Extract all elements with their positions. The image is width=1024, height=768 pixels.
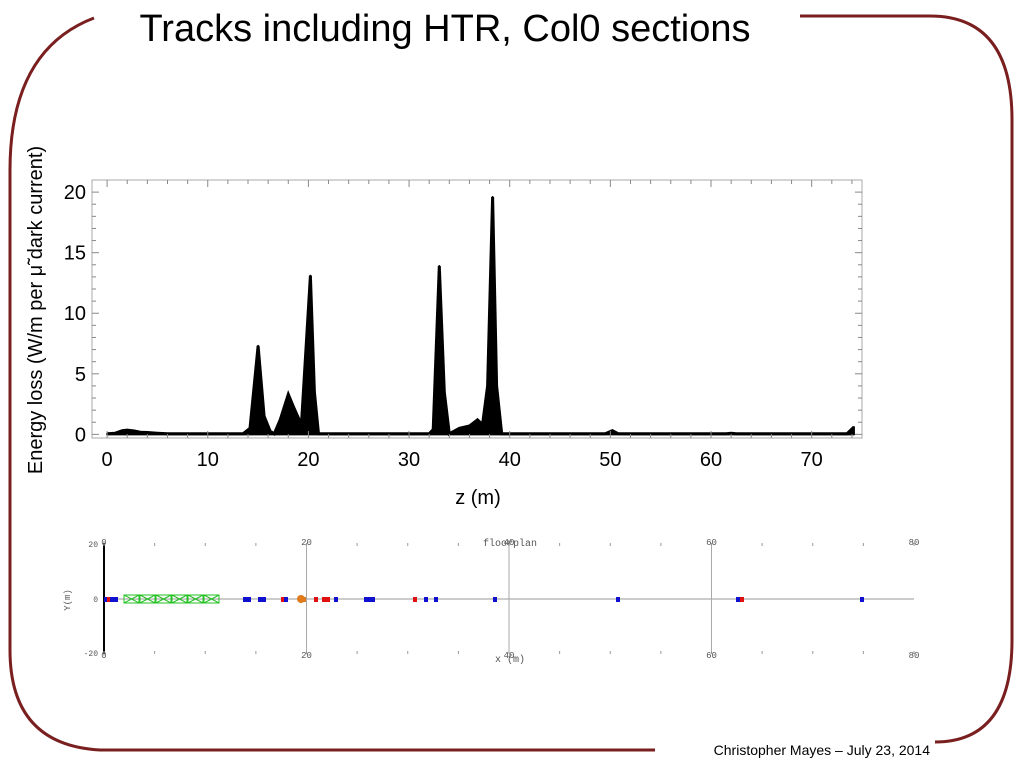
floorplan-left-tick-label: 20 (88, 541, 98, 550)
floorplan-left-tick-label: -20 (84, 650, 99, 659)
chart-x-tick-label: 70 (801, 449, 823, 471)
floorplan-cavity (139, 594, 156, 604)
floorplan-cavity (171, 594, 188, 604)
chart-x-tick-label: 50 (599, 449, 621, 471)
floorplan-magnet (326, 597, 330, 602)
chart-x-tick-label: 60 (700, 449, 722, 471)
floorplan-magnet (262, 597, 266, 602)
floorplan-cavity (155, 594, 172, 604)
floorplan-magnet (413, 597, 417, 602)
floorplan-bottom-tick-label: 40 (504, 651, 515, 661)
floorplan-bottom-tick-label: 0 (101, 651, 106, 661)
chart-plot-frame (91, 179, 863, 439)
chart-y-tick-label: 0 (75, 424, 86, 446)
floorplan-magnet (258, 597, 262, 602)
frame-left-arc (8, 16, 655, 752)
floorplan-magnet (424, 597, 428, 602)
floorplan-beamline (104, 594, 864, 604)
floorplan-magnet (368, 597, 372, 602)
floorplan-magnet (334, 597, 338, 602)
floorplan-cavity-cross (171, 594, 188, 604)
chart-plot-border (91, 179, 863, 439)
chart-x-tick-label: 20 (297, 449, 319, 471)
floorplan-cavity-cross (139, 594, 156, 604)
floorplan-source (297, 595, 305, 603)
floorplan-y-label: Y(m) (63, 589, 73, 611)
chart-y-tick-label: 15 (64, 243, 86, 265)
floorplan-magnet (371, 597, 375, 602)
floorplan-bottom-tick-label: 60 (706, 651, 717, 661)
chart-x-tick-label: 0 (102, 449, 113, 471)
floorplan-bottom-tick-label: 20 (301, 651, 312, 661)
floorplan-cavity (187, 594, 204, 604)
floorplan-magnet (104, 597, 108, 602)
floorplan-bottom-tick-label: 80 (909, 651, 920, 661)
floorplan-magnet (284, 597, 288, 602)
floorplan-magnet (740, 597, 744, 602)
floorplan-cavity-cross (123, 594, 140, 604)
floorplan-magnet (434, 597, 438, 602)
frame-right-arc (800, 14, 1014, 744)
chart-x-tick-label: 40 (499, 449, 521, 471)
floorplan-magnet (281, 597, 285, 602)
chart-x-ticks: 0 10 20 30 40 50 60 70 (102, 180, 853, 471)
floorplan-title: floorplan (483, 538, 537, 550)
floorplan-cavity (203, 594, 220, 604)
floorplan-x-label: x (m) (495, 654, 525, 666)
floorplan-magnet (107, 597, 111, 602)
floorplan-magnet (114, 597, 118, 602)
floorplan-magnet (247, 597, 251, 602)
floorplan-magnet (493, 597, 497, 602)
floorplan-magnet (616, 597, 620, 602)
floorplan-ticks: 020406080020406080200-20 (84, 538, 920, 661)
chart-x-tick-label: 10 (197, 449, 219, 471)
slide-footer: Christopher Mayes – July 23, 2014 (713, 742, 930, 758)
floorplan-magnet (243, 597, 247, 602)
chart-y-tick-label: 10 (64, 303, 86, 325)
floorplan-magnet (322, 597, 326, 602)
floorplan-magnet (860, 597, 864, 602)
chart-x-tick-label: 30 (398, 449, 420, 471)
floorplan-magnet (110, 597, 114, 602)
floorplan-magnet (736, 597, 740, 602)
chart-y-tick-label: 20 (64, 182, 86, 204)
chart-x-axis-label: z (m) (455, 487, 501, 509)
chart-y-axis-label: Energy loss (W/m per μ̃ dark current) (25, 146, 47, 474)
floorplan-cavity (123, 594, 140, 604)
chart-y-tick-label: 5 (75, 364, 86, 386)
floorplan-magnet (314, 597, 318, 602)
floorplan-magnet (364, 597, 368, 602)
floorplan-cavity-cross (155, 594, 172, 604)
floorplan-frame (103, 543, 914, 654)
chart-y-ticks: 0 5 10 15 20 (64, 182, 862, 446)
chart-series-line (106, 196, 855, 437)
floorplan-cavity-cross (203, 594, 220, 604)
slide-title: Tracks including HTR, Col0 sections (139, 8, 751, 50)
floorplan-left-tick-label: 0 (93, 596, 98, 605)
floorplan-cavity-cross (187, 594, 204, 604)
